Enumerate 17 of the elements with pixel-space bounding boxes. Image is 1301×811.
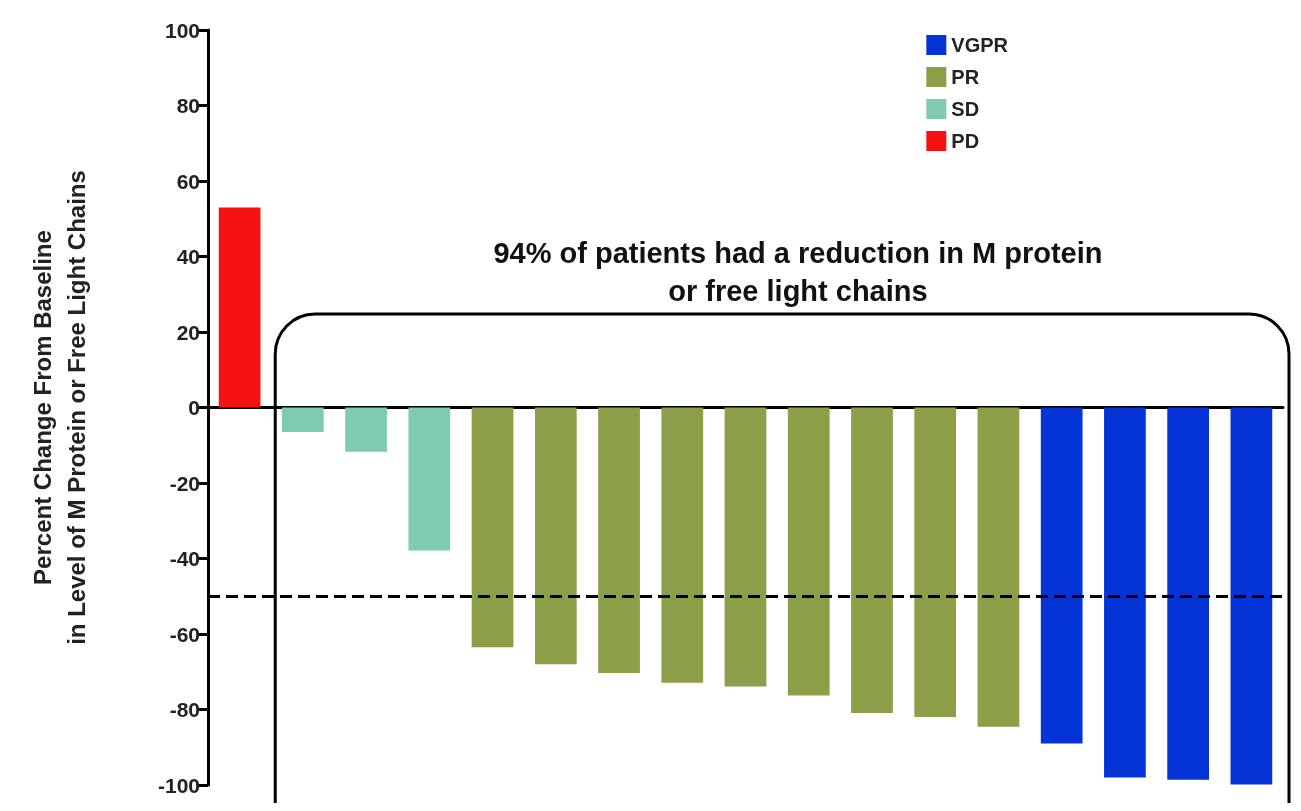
legend-label: PD	[951, 130, 980, 152]
y-tick-label: 0	[188, 396, 200, 419]
y-tick-label: -40	[169, 547, 200, 570]
y-axis-title: Percent Change From Baseline in Level of M Protein or Free Light Chains	[28, 170, 90, 645]
annotation: 94% of patients had a reduction in M protein or free light chains	[493, 237, 1103, 307]
legend-label: VGPR	[951, 34, 1009, 56]
y-tick-label: -80	[169, 698, 200, 721]
y-tick-label: 20	[176, 320, 200, 344]
y-tick-label: 80	[176, 94, 200, 117]
legend-label: SD	[951, 98, 980, 120]
y-tick-label: 100	[164, 18, 200, 42]
y-tick-label: -100	[157, 773, 200, 797]
y-tick-label: 40	[176, 245, 200, 268]
y-tick-label: -20	[169, 471, 200, 495]
y-tick-label: 60	[176, 169, 200, 193]
y-tick-label: -60	[169, 622, 200, 646]
legend-label: PR	[951, 66, 980, 88]
